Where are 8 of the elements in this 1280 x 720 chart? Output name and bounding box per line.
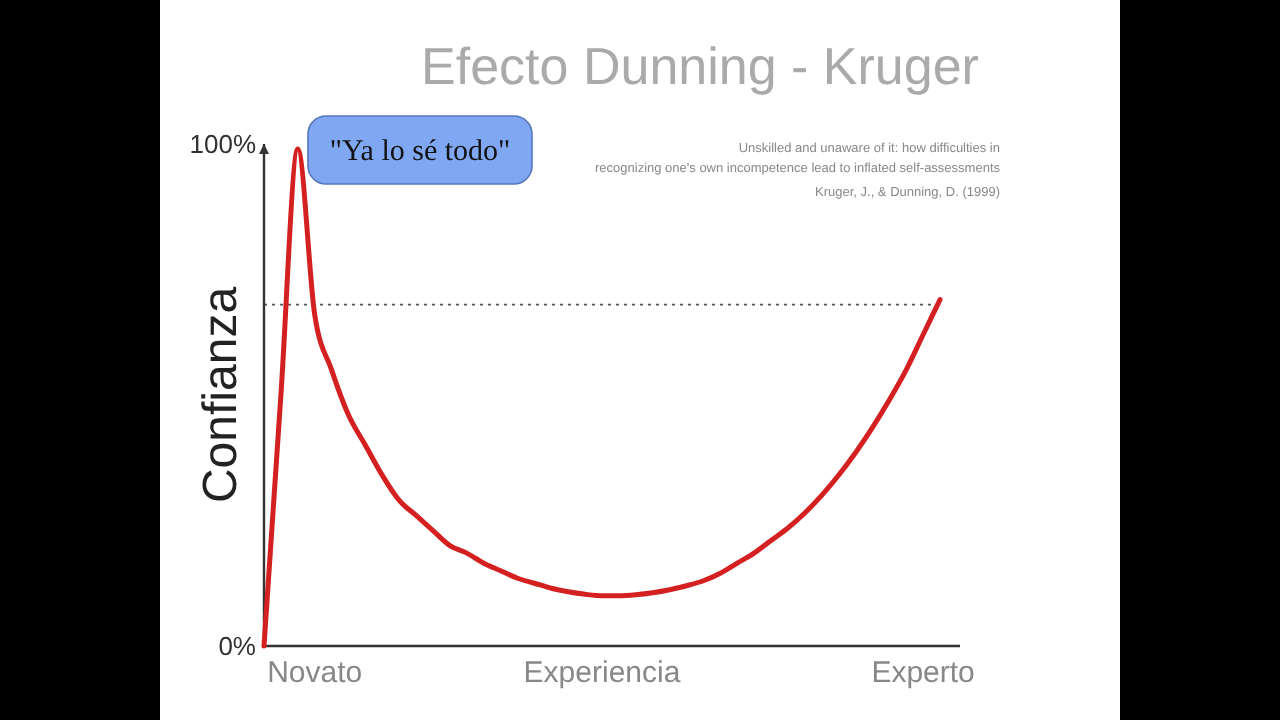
y-axis-title: Confianza bbox=[194, 285, 248, 504]
x-tick-label: Experto bbox=[871, 656, 975, 690]
y-tick-label: 100% bbox=[189, 129, 257, 160]
x-tick-label: Experiencia bbox=[523, 656, 682, 690]
annotation: "Ya lo sé todo" bbox=[329, 136, 511, 168]
x-tick-label: Novato bbox=[267, 656, 363, 690]
chart-title: Efecto Dunning - Kruger bbox=[421, 36, 980, 96]
y-tick-label: 0% bbox=[218, 631, 257, 662]
